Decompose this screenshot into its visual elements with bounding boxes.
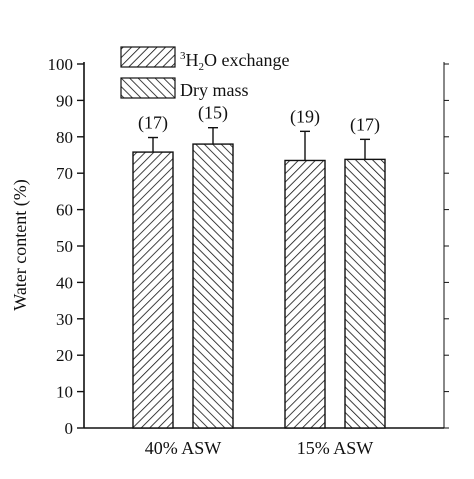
legend-label-sup: 3 — [180, 50, 186, 62]
y-tick-label: 90 — [56, 91, 73, 110]
y-tick-label: 70 — [56, 164, 73, 183]
y-axis-label: Water content (%) — [10, 179, 31, 310]
y-tick-label: 10 — [56, 383, 73, 402]
sample-size-label: (17) — [350, 114, 380, 135]
bar-series1-asw40 — [132, 151, 174, 429]
y-tick-label: 100 — [48, 55, 74, 74]
x-category-label: 40% ASW — [145, 438, 222, 458]
legend-label-h: H — [186, 50, 199, 70]
y-tick-label: 20 — [56, 346, 73, 365]
bar-series2-asw15 — [344, 158, 386, 429]
legend-label-sub: 2 — [199, 61, 205, 73]
legend: 3H2O exchange Dry mass — [120, 46, 289, 100]
legend-swatch-dry-mass — [120, 77, 176, 99]
y-tick-label: 50 — [56, 237, 73, 256]
y-tick-label: 0 — [65, 419, 74, 438]
legend-label-rest: O exchange — [204, 50, 289, 70]
y-tick-label: 80 — [56, 128, 73, 147]
y-tick-label: 30 — [56, 310, 73, 329]
legend-label-dry-mass: Dry mass — [180, 80, 249, 100]
x-category-label: 15% ASW — [297, 438, 374, 458]
bar-series2-asw40 — [192, 143, 234, 429]
legend-label-h2o-exchange: 3H2O exchange — [180, 50, 289, 73]
legend-swatch-h2o-exchange — [120, 46, 176, 68]
sample-size-label: (19) — [290, 106, 320, 127]
y-tick-label: 60 — [56, 201, 73, 220]
y-tick-label: 40 — [56, 273, 73, 292]
sample-size-label: (15) — [198, 103, 228, 124]
sample-size-label: (17) — [138, 113, 168, 134]
bar-series1-asw15 — [284, 159, 326, 429]
